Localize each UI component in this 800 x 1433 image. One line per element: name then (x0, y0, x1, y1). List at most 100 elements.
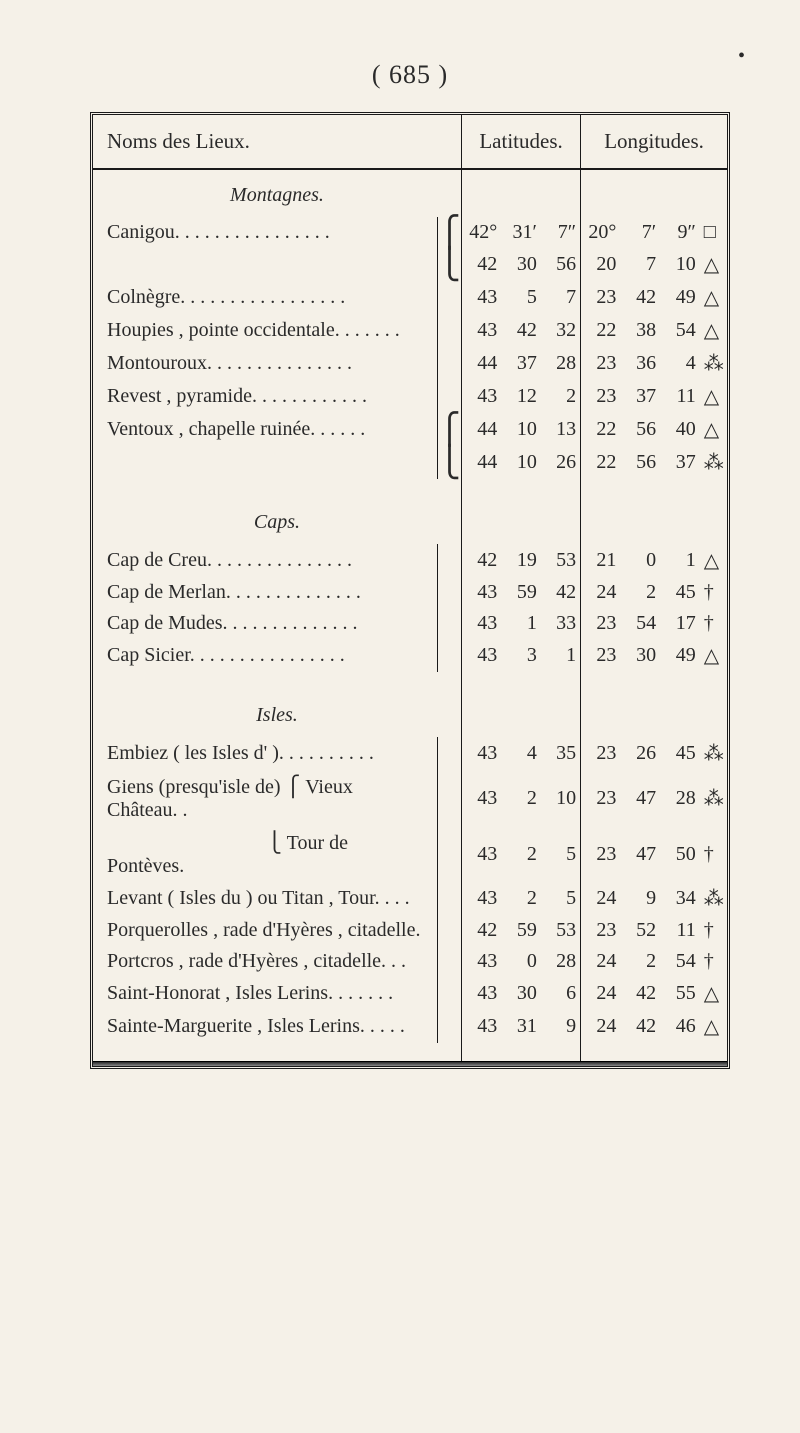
lat-min: 31 (501, 1010, 541, 1043)
row-symbol: △ (700, 281, 727, 314)
brace-symbol (437, 639, 461, 672)
ink-dot: • (738, 45, 745, 68)
lat-deg: 43 (461, 977, 501, 1010)
lat-min: 59 (501, 915, 541, 946)
row-symbol: △ (700, 544, 727, 577)
lon-deg: 24 (581, 977, 621, 1010)
section-lon-spacer (581, 497, 727, 544)
lon-sec: 11 (660, 380, 700, 413)
row-symbol: △ (700, 413, 727, 446)
table-row: ⎩42305620710△ (93, 248, 727, 281)
place-name: Cap Sicier. . . . . . . . . . . . . . . … (93, 639, 437, 672)
lon-min: 26 (620, 737, 660, 770)
table-row: Cap Sicier. . . . . . . . . . . . . . . … (93, 639, 727, 672)
section-lon-spacer (581, 169, 727, 217)
lon-sec: 45 (660, 737, 700, 770)
lon-sec: 45 (660, 577, 700, 608)
table-row: Portcros , rade d'Hyères , citadelle. . … (93, 946, 727, 977)
brace-symbol (437, 882, 461, 915)
lon-deg: 24 (581, 1010, 621, 1043)
lat-deg: 43 (461, 577, 501, 608)
lat-min: 42 (501, 314, 541, 347)
lat-min: 10 (501, 446, 541, 479)
section-title-row: Montagnes. (93, 169, 727, 217)
table-row: Houpies , pointe occidentale. . . . . . … (93, 314, 727, 347)
table-row: Montouroux. . . . . . . . . . . . . . . 4… (93, 347, 727, 380)
lon-deg: 20° (581, 217, 621, 248)
lat-min: 2 (501, 826, 541, 882)
table-row: Sainte-Marguerite , Isles Lerins. . . . … (93, 1010, 727, 1043)
section-lat-spacer (461, 690, 580, 737)
row-symbol: △ (700, 639, 727, 672)
row-symbol: △ (700, 380, 727, 413)
lat-deg: 43 (461, 882, 501, 915)
lat-deg: 44 (461, 413, 501, 446)
row-symbol: † (700, 946, 727, 977)
row-symbol: ⁂ (700, 770, 727, 826)
lon-sec: 11 (660, 915, 700, 946)
lat-sec: 26 (541, 446, 581, 479)
lat-sec: 28 (541, 347, 581, 380)
lon-sec: 4 (660, 347, 700, 380)
section-title-row: Caps. (93, 497, 727, 544)
lon-min: 7′ (620, 217, 660, 248)
brace-symbol: ⎧ (437, 413, 461, 446)
lon-min: 52 (620, 915, 660, 946)
lon-sec: 55 (660, 977, 700, 1010)
table-row: ⎩441026225637⁂ (93, 446, 727, 479)
lat-deg: 43 (461, 1010, 501, 1043)
brace-symbol (437, 946, 461, 977)
lon-deg: 23 (581, 608, 621, 639)
lat-min: 4 (501, 737, 541, 770)
brace-symbol (437, 977, 461, 1010)
lon-min: 47 (620, 826, 660, 882)
place-name (93, 446, 437, 479)
lon-deg: 21 (581, 544, 621, 577)
lat-deg: 43 (461, 314, 501, 347)
table-row: Ventoux , chapelle ruinée. . . . . .⎧441… (93, 413, 727, 446)
lon-min: 42 (620, 1010, 660, 1043)
lat-sec: 6 (541, 977, 581, 1010)
lat-sec: 33 (541, 608, 581, 639)
header-latitude: Latitudes. (461, 115, 580, 169)
row-symbol: △ (700, 314, 727, 347)
lon-min: 37 (620, 380, 660, 413)
brace-symbol (437, 281, 461, 314)
lon-sec: 49 (660, 281, 700, 314)
brace-symbol (437, 577, 461, 608)
place-name: Giens (presqu'isle de) ⎧ Vieux Château. … (93, 770, 437, 826)
lon-min: 42 (620, 281, 660, 314)
lon-deg: 22 (581, 413, 621, 446)
place-name (93, 248, 437, 281)
place-name: Saint-Honorat , Isles Lerins. . . . . . … (93, 977, 437, 1010)
lon-sec: 49 (660, 639, 700, 672)
table-row: Levant ( Isles du ) ou Titan , Tour. . .… (93, 882, 727, 915)
brace-symbol (437, 608, 461, 639)
place-name: Cap de Merlan. . . . . . . . . . . . . . (93, 577, 437, 608)
lat-min: 19 (501, 544, 541, 577)
lat-sec: 7″ (541, 217, 581, 248)
brace-symbol: ⎩ (437, 248, 461, 281)
lat-deg: 43 (461, 380, 501, 413)
row-symbol: △ (700, 977, 727, 1010)
lat-sec: 53 (541, 915, 581, 946)
lon-sec: 50 (660, 826, 700, 882)
table-row: Cap de Merlan. . . . . . . . . . . . . .… (93, 577, 727, 608)
brace-symbol (437, 915, 461, 946)
lon-deg: 23 (581, 380, 621, 413)
place-name: Houpies , pointe occidentale. . . . . . … (93, 314, 437, 347)
lat-deg: 42 (461, 544, 501, 577)
lon-sec: 34 (660, 882, 700, 915)
lon-min: 54 (620, 608, 660, 639)
lat-min: 0 (501, 946, 541, 977)
lat-deg: 43 (461, 946, 501, 977)
brace-symbol (437, 737, 461, 770)
brace-symbol: ⎧ (437, 217, 461, 248)
section-lat-spacer (461, 169, 580, 217)
brace-symbol (437, 347, 461, 380)
lat-min: 30 (501, 248, 541, 281)
table-row: Cap de Creu. . . . . . . . . . . . . . .… (93, 544, 727, 577)
place-name: Montouroux. . . . . . . . . . . . . . . (93, 347, 437, 380)
table-row: Colnègre. . . . . . . . . . . . . . . . … (93, 281, 727, 314)
lon-deg: 24 (581, 946, 621, 977)
